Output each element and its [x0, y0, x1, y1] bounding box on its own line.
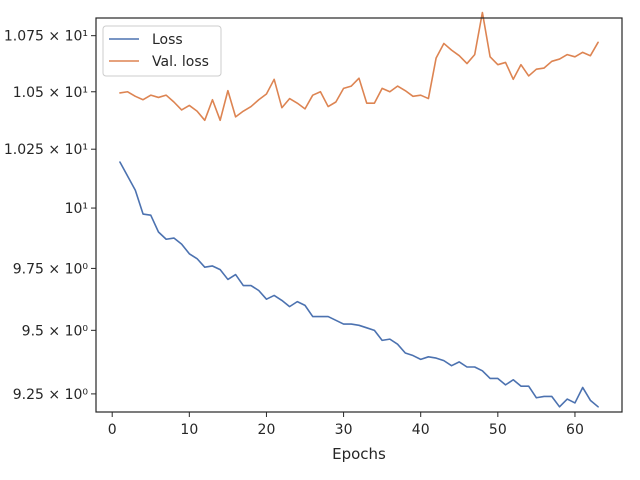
- x-tick-label: 60: [566, 422, 584, 438]
- y-tick-label: 9.25 × 10⁰: [13, 387, 89, 403]
- series-lines: [119, 11, 599, 408]
- legend: Loss Val. loss: [102, 25, 222, 77]
- x-ticks: 0 10 20 30 40 50 60: [108, 412, 584, 438]
- y-tick-label: 1.075 × 10¹: [4, 29, 88, 45]
- legend-label-val-loss: Val. loss: [152, 54, 209, 70]
- y-tick-label: 10¹: [65, 201, 88, 217]
- y-tick-label: 1.025 × 10¹: [4, 142, 88, 158]
- x-tick-label: 10: [180, 422, 198, 438]
- plot-frame: [95, 17, 623, 413]
- y-tick-label: 1.05 × 10¹: [13, 85, 88, 101]
- x-axis-label: Epochs: [332, 445, 386, 463]
- legend-label-loss: Loss: [152, 32, 183, 48]
- y-ticks: 9.25 × 10⁰ 9.5 × 10⁰ 9.75 × 10⁰ 10¹ 1.025 × …: [4, 29, 96, 403]
- x-tick-label: 0: [108, 422, 117, 438]
- x-tick-label: 50: [489, 422, 507, 438]
- series-line-loss: [119, 161, 599, 408]
- x-tick-label: 20: [258, 422, 276, 438]
- x-tick-label: 30: [335, 422, 353, 438]
- y-tick-label: 9.5 × 10⁰: [22, 323, 89, 339]
- x-tick-label: 40: [412, 422, 430, 438]
- series-line-val-loss: [119, 11, 599, 122]
- y-tick-label: 9.75 × 10⁰: [13, 261, 89, 277]
